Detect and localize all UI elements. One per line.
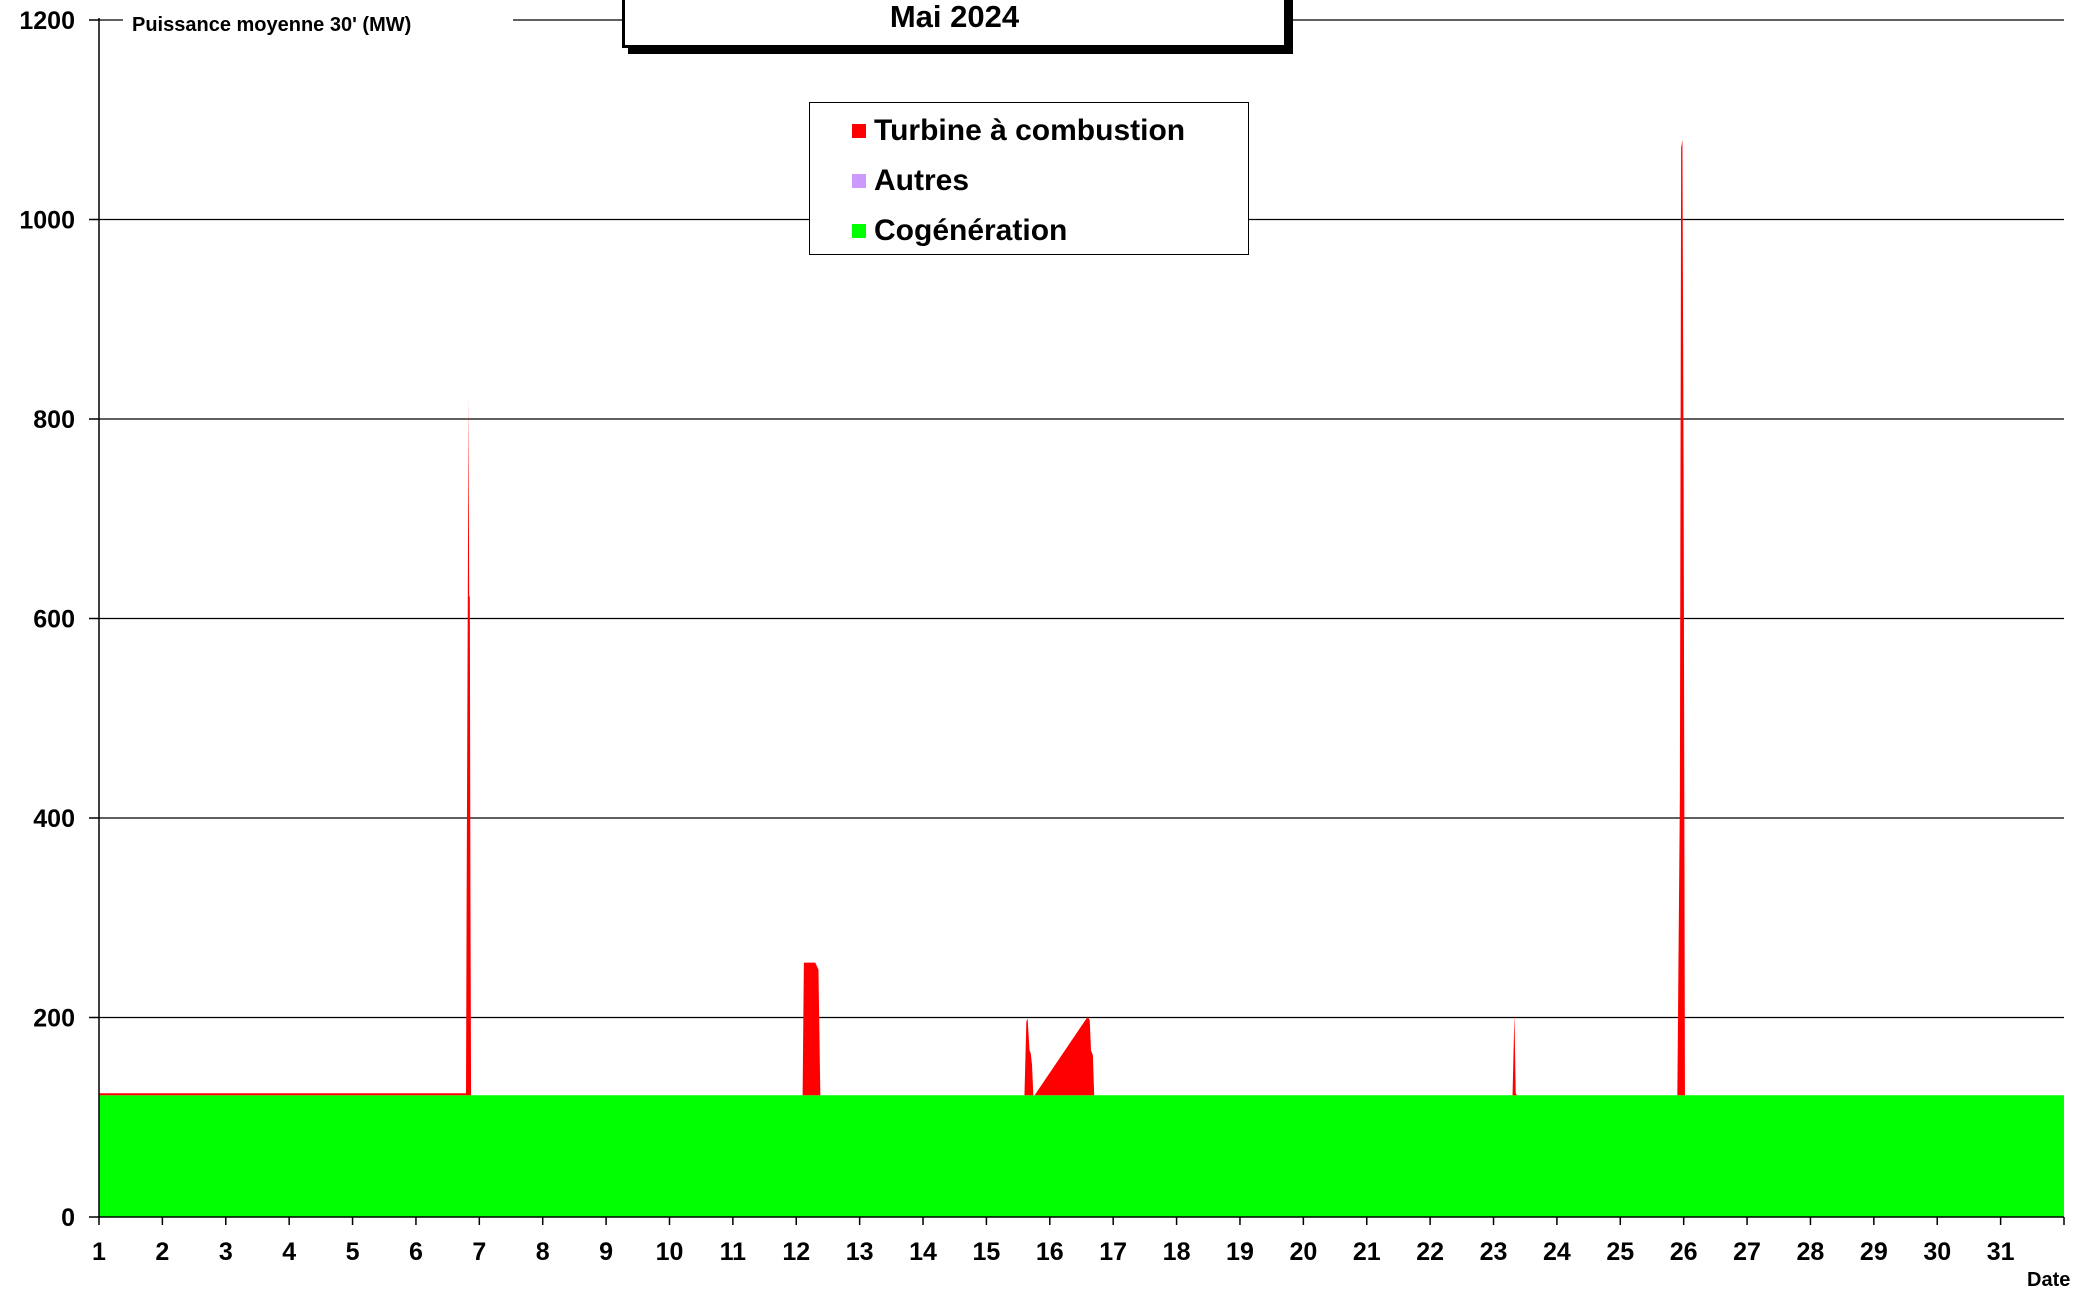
legend-item-autres: Autres bbox=[852, 161, 969, 201]
x-tick-label-11: 11 bbox=[720, 1238, 747, 1266]
y-tick-label-0: 0 bbox=[61, 1204, 75, 1232]
x-tick-label-19: 19 bbox=[1226, 1238, 1254, 1266]
y-tick-label-800: 800 bbox=[33, 406, 75, 434]
x-tick-label-16: 16 bbox=[1036, 1238, 1064, 1266]
x-tick-labels: 1 2 3 4 5 6 7 8 9 10 11 12 13 14 15 16 17 18 19 20 21 22 23 24 2… bbox=[92, 1238, 2015, 1266]
x-tick-label-21: 21 bbox=[1353, 1238, 1381, 1266]
y-tick-label-200: 200 bbox=[33, 1005, 75, 1033]
legend-label-cogeneration: Cogénération bbox=[874, 214, 1068, 247]
y-tick-labels: 0 200 400 600 800 1000 1200 bbox=[19, 7, 75, 1232]
legend-label-autres: Autres bbox=[874, 164, 970, 197]
x-tick-label-9: 9 bbox=[599, 1238, 613, 1266]
x-tick-label-29: 29 bbox=[1860, 1238, 1888, 1266]
x-tick-label-8: 8 bbox=[536, 1238, 550, 1266]
x-tick-label-20: 20 bbox=[1289, 1238, 1317, 1266]
series-areas bbox=[99, 139, 2064, 1217]
x-tick-label-13: 13 bbox=[846, 1238, 874, 1266]
legend-swatch-cogeneration bbox=[852, 224, 866, 238]
chart-title-box: Mai 2024 bbox=[622, 0, 1287, 48]
x-tick-label-18: 18 bbox=[1163, 1238, 1191, 1266]
axes bbox=[89, 18, 2065, 1225]
x-tick-label-31: 31 bbox=[1987, 1238, 2015, 1266]
x-tick-label-26: 26 bbox=[1670, 1238, 1698, 1266]
x-tick-label-28: 28 bbox=[1797, 1238, 1825, 1266]
x-tick-label-23: 23 bbox=[1480, 1238, 1508, 1266]
series-area-turbine-combustion bbox=[99, 139, 2064, 1096]
x-tick-label-5: 5 bbox=[346, 1238, 360, 1266]
legend-item-turbine: Turbine à combustion bbox=[852, 111, 1185, 151]
legend: Turbine à combustion Autres Cogénération bbox=[809, 102, 1249, 255]
y-tick-label-600: 600 bbox=[33, 606, 75, 634]
legend-item-cogeneration: Cogénération bbox=[852, 211, 1067, 251]
legend-label-turbine: Turbine à combustion bbox=[874, 114, 1186, 147]
x-tick-label-17: 17 bbox=[1099, 1238, 1127, 1266]
y-tick-label-400: 400 bbox=[33, 805, 75, 833]
y-axis-label: Puissance moyenne 30' (MW) bbox=[132, 14, 411, 36]
x-tick-label-30: 30 bbox=[1923, 1238, 1951, 1266]
chart-title: Mai 2024 bbox=[889, 0, 1020, 34]
x-tick-label-24: 24 bbox=[1543, 1238, 1571, 1266]
x-tick-label-4: 4 bbox=[282, 1238, 296, 1266]
x-tick-label-14: 14 bbox=[909, 1238, 937, 1266]
y-tick-label-1200: 1200 bbox=[19, 7, 75, 35]
x-tick-label-15: 15 bbox=[973, 1238, 1001, 1266]
x-tick-label-12: 12 bbox=[782, 1238, 810, 1266]
y-axis-label-background bbox=[123, 10, 513, 38]
x-axis-label: Date bbox=[2027, 1269, 2070, 1291]
x-tick-label-3: 3 bbox=[219, 1238, 233, 1266]
x-tick-label-25: 25 bbox=[1606, 1238, 1634, 1266]
legend-swatch-autres bbox=[852, 174, 866, 188]
series-area-cog-n-ration bbox=[99, 1095, 2064, 1217]
y-tick-label-1000: 1000 bbox=[19, 207, 75, 235]
x-tick-label-27: 27 bbox=[1733, 1238, 1761, 1266]
x-tick-label-2: 2 bbox=[155, 1238, 169, 1266]
x-tick-label-10: 10 bbox=[656, 1238, 684, 1266]
x-tick-label-1: 1 bbox=[92, 1238, 106, 1266]
x-tick-label-6: 6 bbox=[409, 1238, 423, 1266]
x-tick-label-7: 7 bbox=[472, 1238, 486, 1266]
x-tick-label-22: 22 bbox=[1416, 1238, 1444, 1266]
legend-swatch-turbine bbox=[852, 124, 866, 138]
